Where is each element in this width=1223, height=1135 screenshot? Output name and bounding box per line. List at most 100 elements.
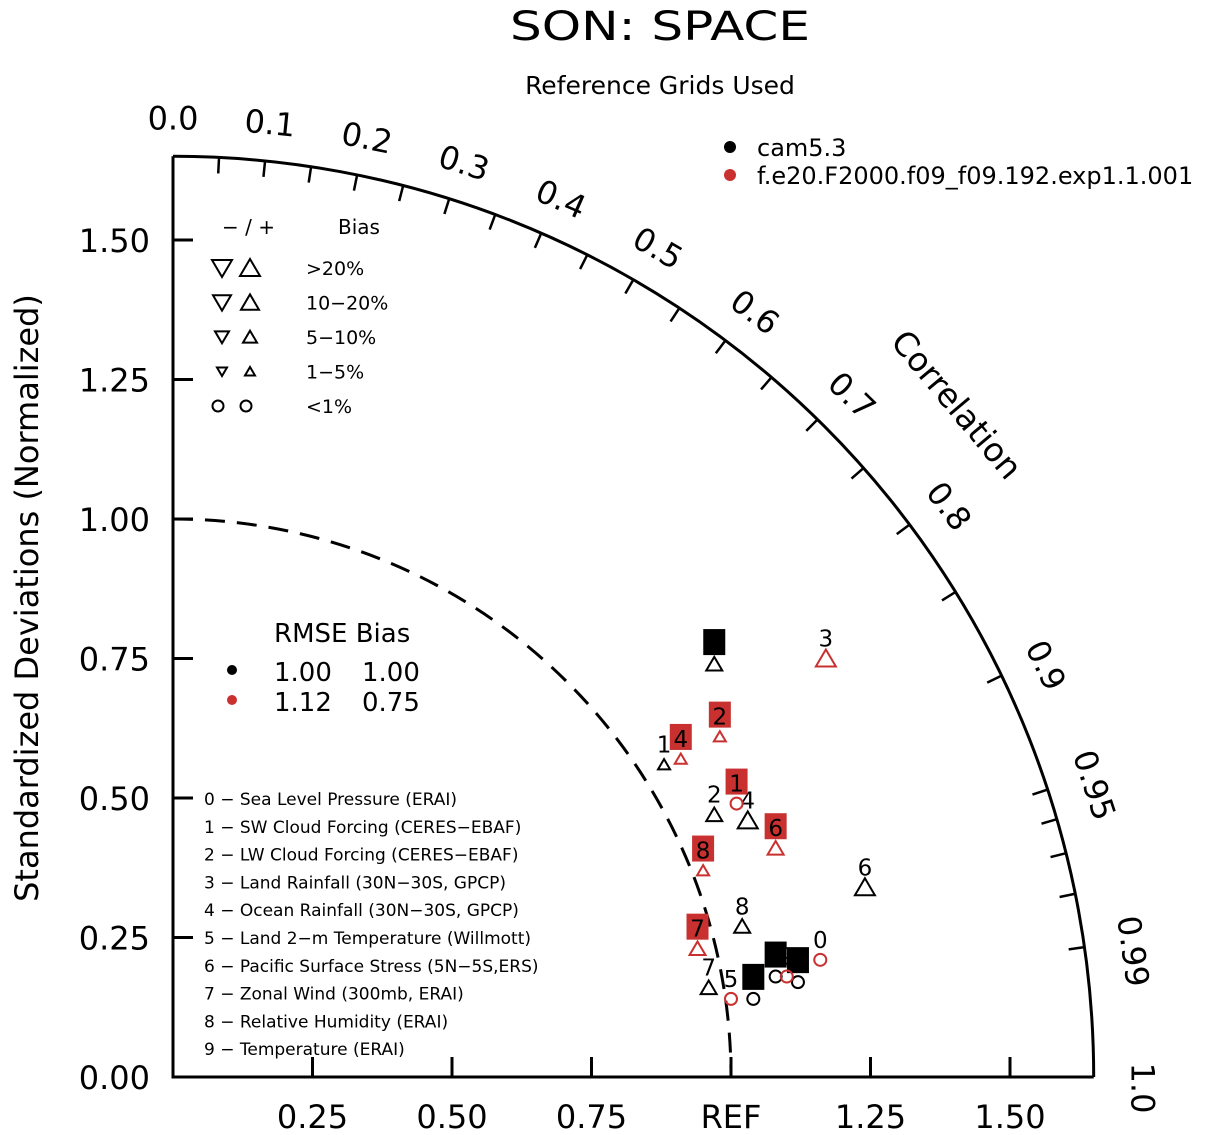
variable-list-item: 6 − Pacific Surface Stress (5N−5S,ERS) [204,957,539,977]
data-point-label-box [692,835,715,862]
bias-legend-label: 1−5% [306,362,364,384]
rmse-legend-marker-1 [227,665,237,675]
case-legend-marker-1 [724,141,736,153]
correlation-tick-label: 0.5 [626,219,689,277]
data-point-label: 5 [724,967,739,993]
data-point-label: 1 [657,733,672,759]
correlation-tick-label: 0.95 [1065,745,1123,825]
data-point-label-box [786,947,809,974]
rmse-value-2: 1.12 [274,688,332,718]
bias-legend-label: 5−10% [306,327,376,349]
data-point-label: 5 [746,967,761,993]
correlation-tick-mark [488,214,497,230]
correlation-tick-mark [307,166,313,183]
data-point-marker [765,839,786,856]
correlation-tick-mark [1041,818,1058,825]
data-point-label: 8 [735,894,750,920]
case-legend-label-1: cam5.3 [757,134,846,162]
bias-legend-circle [239,399,253,413]
correlation-tick-label: 0.6 [723,282,787,343]
correlation-tick-mark [624,279,635,295]
variable-list-item: 3 − Land Rainfall (30N−30S, GPCP) [204,873,506,893]
data-point-label: 6 [768,816,783,842]
bias-legend-triangle-down [210,259,234,279]
data-point-marker [724,991,738,1006]
x-tick-label: 0.75 [556,1098,627,1135]
x-tick-label: 0.50 [416,1098,487,1135]
chart-subtitle: Reference Grids Used [525,71,795,100]
correlation-tick-mark [850,467,865,480]
data-point-label: 2 [707,783,722,809]
correlation-tick-label: 0.99 [1109,913,1157,989]
data-point-marker [735,809,760,830]
data-point-label: 6 [858,855,873,881]
data-point-label: 9 [779,945,794,971]
data-point-marker [656,757,672,771]
correlation-tick-mark [1059,892,1076,899]
bias-legend-label: <1% [306,396,352,418]
data-point-label-box [686,913,709,940]
data-point-label: 9 [791,950,806,976]
variable-list-item: 0 − Sea Level Pressure (ERAI) [204,790,457,810]
data-point-marker [853,876,877,897]
bias-legend-triangle-down [213,330,231,346]
bias-legend-triangle-up [239,292,261,311]
bias-legend: − / + Bias >20% 10−20% 5−10% 1−5% <1% [210,215,388,418]
data-point-marker [704,654,725,672]
bias-legend-label: 10−20% [306,293,388,315]
correlation-tick-mark [352,174,359,191]
data-point-marker [746,991,761,1006]
outer-arc [172,154,1096,1078]
data-point-label: 1 [729,772,744,798]
data-point-marker [790,975,805,990]
correlation-tick-mark [533,232,543,249]
data-point-marker [698,978,719,996]
data-point-label: 4 [740,788,755,814]
bias-legend-triangle-down [211,294,233,313]
correlation-tick-label: 0.1 [243,102,297,145]
variable-list: 0 − Sea Level Pressure (ERAI) 1 − SW Clou… [204,790,539,1060]
y-tick-label: 1.25 [79,362,150,400]
data-point-label-box [725,768,748,795]
correlation-label: Correlation [883,322,1030,486]
data-point-marker [729,796,744,811]
correlation-tick-label: 0.3 [434,137,494,189]
correlation-tick-mark [578,254,589,270]
chart-title: SON: SPACE [510,4,810,50]
variable-list-item: 8 − Relative Humidity (ERAI) [204,1012,448,1032]
data-point-label-box [742,963,765,990]
correlation-tick-label: 0.7 [820,364,883,427]
x-tick-label: 1.25 [835,1098,906,1135]
correlation-tick-mark [760,376,773,391]
correlation-tick-mark [262,160,267,177]
correlation-tick-mark [1032,788,1049,796]
data-point-marker [704,805,725,823]
data-point-label-box [708,701,731,728]
bias-legend-label: >20% [306,258,364,280]
rmse-legend-header: RMSE Bias [274,619,410,649]
data-point-marker [695,863,711,877]
data-point-label-box [703,629,726,656]
data-point-marker [779,969,794,984]
correlation-tick-mark [1050,851,1067,859]
variable-list-item: 9 − Temperature (ERAI) [204,1040,405,1060]
data-point-label-box [669,723,692,750]
case-legend-marker-2 [724,169,736,181]
data-point-label: 4 [673,727,688,753]
correlation-tick-mark [1068,945,1085,951]
correlation-tick-label: 1.0 [1124,1063,1162,1114]
data-point-label: 3 [819,627,834,653]
data-point-label-box [764,813,787,840]
rmse-legend-marker-2 [227,695,237,705]
data-point-marker [687,939,708,957]
x-tick-label: REF [701,1098,762,1135]
bias-legend-triangle-up [238,257,262,277]
data-point-label: 0 [813,928,828,954]
bias-legend-triangle-down [215,366,229,378]
data-point-marker [673,751,689,765]
data-point-marker [814,647,838,668]
y-axis-label: Standardized Deviations (Normalized) [8,294,46,902]
y-tick-label: 0.75 [79,641,150,679]
data-point-label-box [764,941,787,968]
